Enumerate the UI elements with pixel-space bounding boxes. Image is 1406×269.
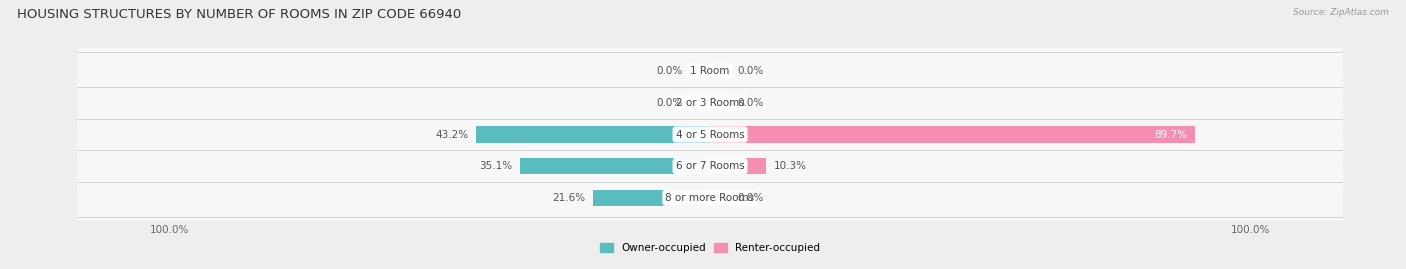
Bar (692, 63, 710, 79)
FancyBboxPatch shape (77, 75, 1343, 131)
Legend: Owner-occupied, Renter-occupied: Owner-occupied, Renter-occupied (600, 243, 820, 253)
Text: 0.0%: 0.0% (657, 98, 683, 108)
Text: 1 Room: 1 Room (690, 66, 730, 76)
Bar (710, 158, 766, 174)
Text: 43.2%: 43.2% (436, 129, 468, 140)
Bar (692, 95, 710, 111)
Text: 10.3%: 10.3% (773, 161, 807, 171)
Bar (710, 63, 728, 79)
Bar (710, 190, 728, 206)
Text: 6 or 7 Rooms: 6 or 7 Rooms (676, 161, 744, 171)
FancyBboxPatch shape (77, 170, 1343, 226)
Text: 35.1%: 35.1% (479, 161, 512, 171)
Text: 0.0%: 0.0% (737, 193, 763, 203)
FancyBboxPatch shape (77, 138, 1343, 194)
Bar (710, 126, 1195, 143)
Text: 2 or 3 Rooms: 2 or 3 Rooms (676, 98, 744, 108)
Text: 4 or 5 Rooms: 4 or 5 Rooms (676, 129, 744, 140)
Text: 0.0%: 0.0% (737, 66, 763, 76)
FancyBboxPatch shape (77, 107, 1343, 162)
Bar (710, 95, 728, 111)
FancyBboxPatch shape (77, 43, 1343, 99)
Text: Source: ZipAtlas.com: Source: ZipAtlas.com (1294, 8, 1389, 17)
Text: 8 or more Rooms: 8 or more Rooms (665, 193, 755, 203)
Bar (477, 126, 710, 143)
Text: 0.0%: 0.0% (737, 98, 763, 108)
Bar (520, 158, 710, 174)
Text: 89.7%: 89.7% (1154, 129, 1187, 140)
Text: 21.6%: 21.6% (553, 193, 585, 203)
Text: 0.0%: 0.0% (657, 66, 683, 76)
Text: HOUSING STRUCTURES BY NUMBER OF ROOMS IN ZIP CODE 66940: HOUSING STRUCTURES BY NUMBER OF ROOMS IN… (17, 8, 461, 21)
Bar (593, 190, 710, 206)
